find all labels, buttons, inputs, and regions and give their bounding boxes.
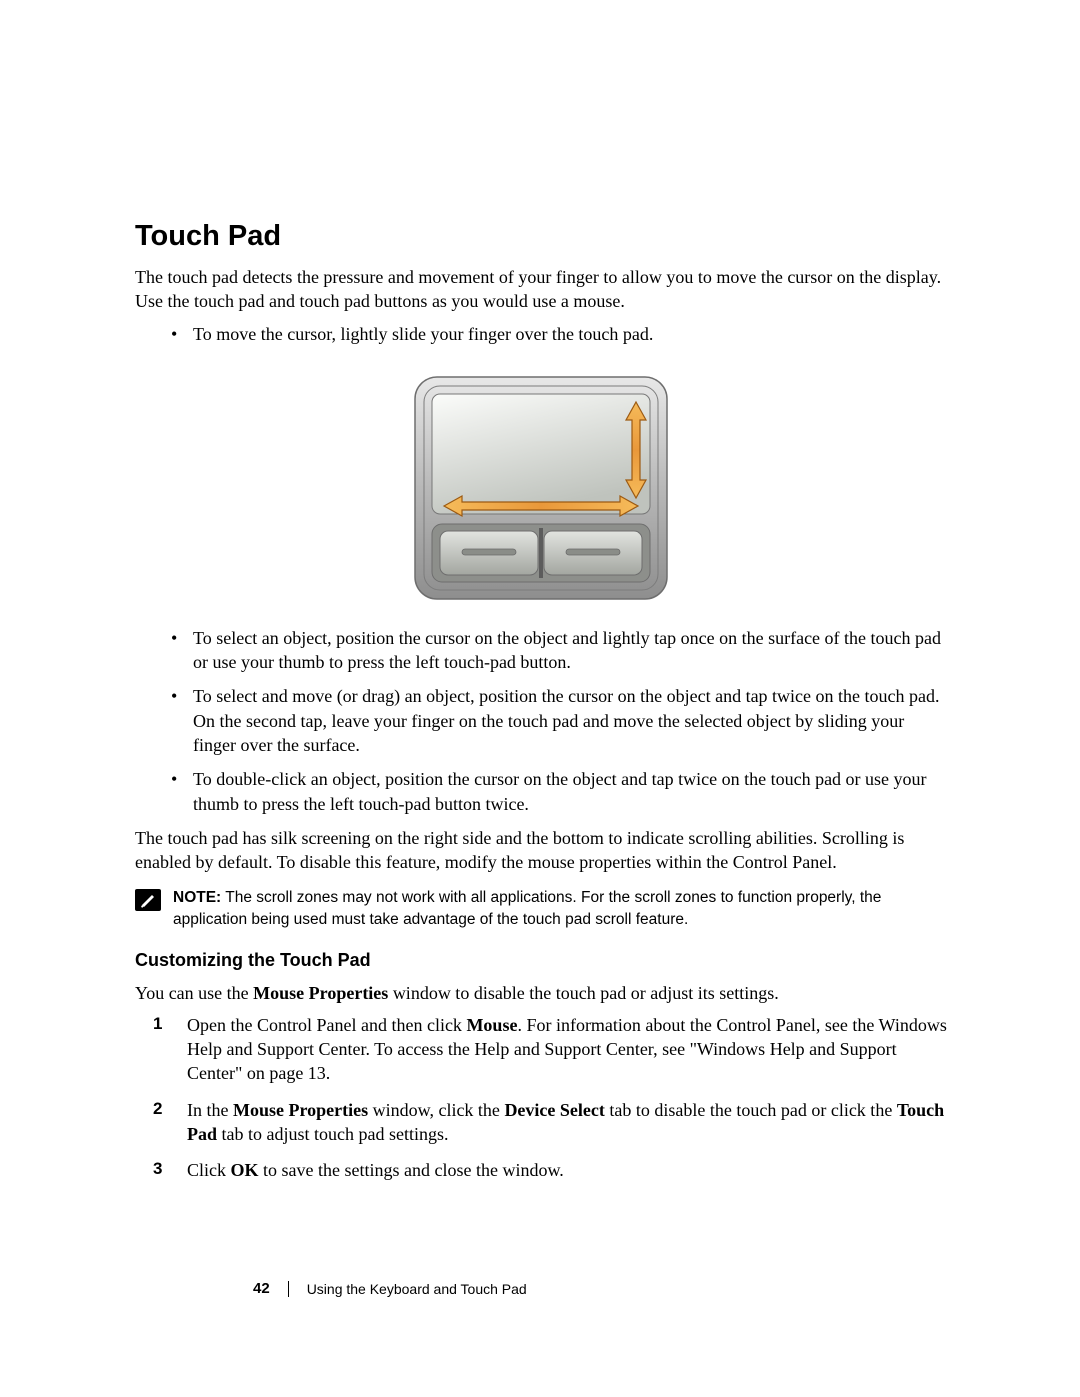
scroll-paragraph: The touch pad has silk screening on the … <box>135 826 947 875</box>
step-text: to save the settings and close the windo… <box>259 1160 564 1180</box>
list-item: To double-click an object, position the … <box>171 767 947 816</box>
step-text: tab to adjust touch pad settings. <box>217 1124 448 1144</box>
list-item: To select and move (or drag) an object, … <box>171 684 947 757</box>
step-text: Open the Control Panel and then click <box>187 1015 466 1035</box>
step-text: In the <box>187 1100 233 1120</box>
numbered-steps: 1 Open the Control Panel and then click … <box>153 1013 947 1183</box>
page-number: 42 <box>253 1280 270 1297</box>
footer-divider-icon <box>288 1281 289 1297</box>
step-bold: Device Select <box>504 1100 604 1120</box>
footer-section: Using the Keyboard and Touch Pad <box>307 1281 527 1297</box>
note-label: NOTE: <box>173 889 221 906</box>
step-number: 3 <box>153 1158 162 1181</box>
page-title: Touch Pad <box>135 220 947 253</box>
list-item: 2 In the Mouse Properties window, click … <box>153 1098 947 1147</box>
list-item: To select an object, position the cursor… <box>171 626 947 675</box>
note-icon <box>135 889 161 911</box>
subintro-bold: Mouse Properties <box>253 983 388 1003</box>
step-bold: OK <box>231 1160 259 1180</box>
list-item: To move the cursor, lightly slide your f… <box>171 322 947 346</box>
note-block: NOTE: The scroll zones may not work with… <box>135 887 947 932</box>
page-footer: 42 Using the Keyboard and Touch Pad <box>253 1280 1065 1297</box>
step-number: 2 <box>153 1098 162 1121</box>
touchpad-figure <box>135 376 947 600</box>
subintro-b: window to disable the touch pad or adjus… <box>388 983 778 1003</box>
note-text: NOTE: The scroll zones may not work with… <box>173 887 947 932</box>
step-bold: Mouse Properties <box>233 1100 368 1120</box>
touchpad-illustration-icon <box>414 376 668 600</box>
note-body: The scroll zones may not work with all a… <box>173 889 881 928</box>
subheading: Customizing the Touch Pad <box>135 950 947 971</box>
list-item: 3 Click OK to save the settings and clos… <box>153 1158 947 1182</box>
bullet-list-top: To move the cursor, lightly slide your f… <box>171 322 947 346</box>
subintro: You can use the Mouse Properties window … <box>135 981 947 1005</box>
step-number: 1 <box>153 1013 162 1036</box>
step-text: tab to disable the touch pad or click th… <box>605 1100 897 1120</box>
step-bold: Mouse <box>466 1015 517 1035</box>
subintro-a: You can use the <box>135 983 253 1003</box>
list-item: 1 Open the Control Panel and then click … <box>153 1013 947 1086</box>
step-text: window, click the <box>368 1100 504 1120</box>
intro-paragraph: The touch pad detects the pressure and m… <box>135 265 947 314</box>
step-text: Click <box>187 1160 231 1180</box>
bullet-list-bottom: To select an object, position the cursor… <box>171 626 947 816</box>
